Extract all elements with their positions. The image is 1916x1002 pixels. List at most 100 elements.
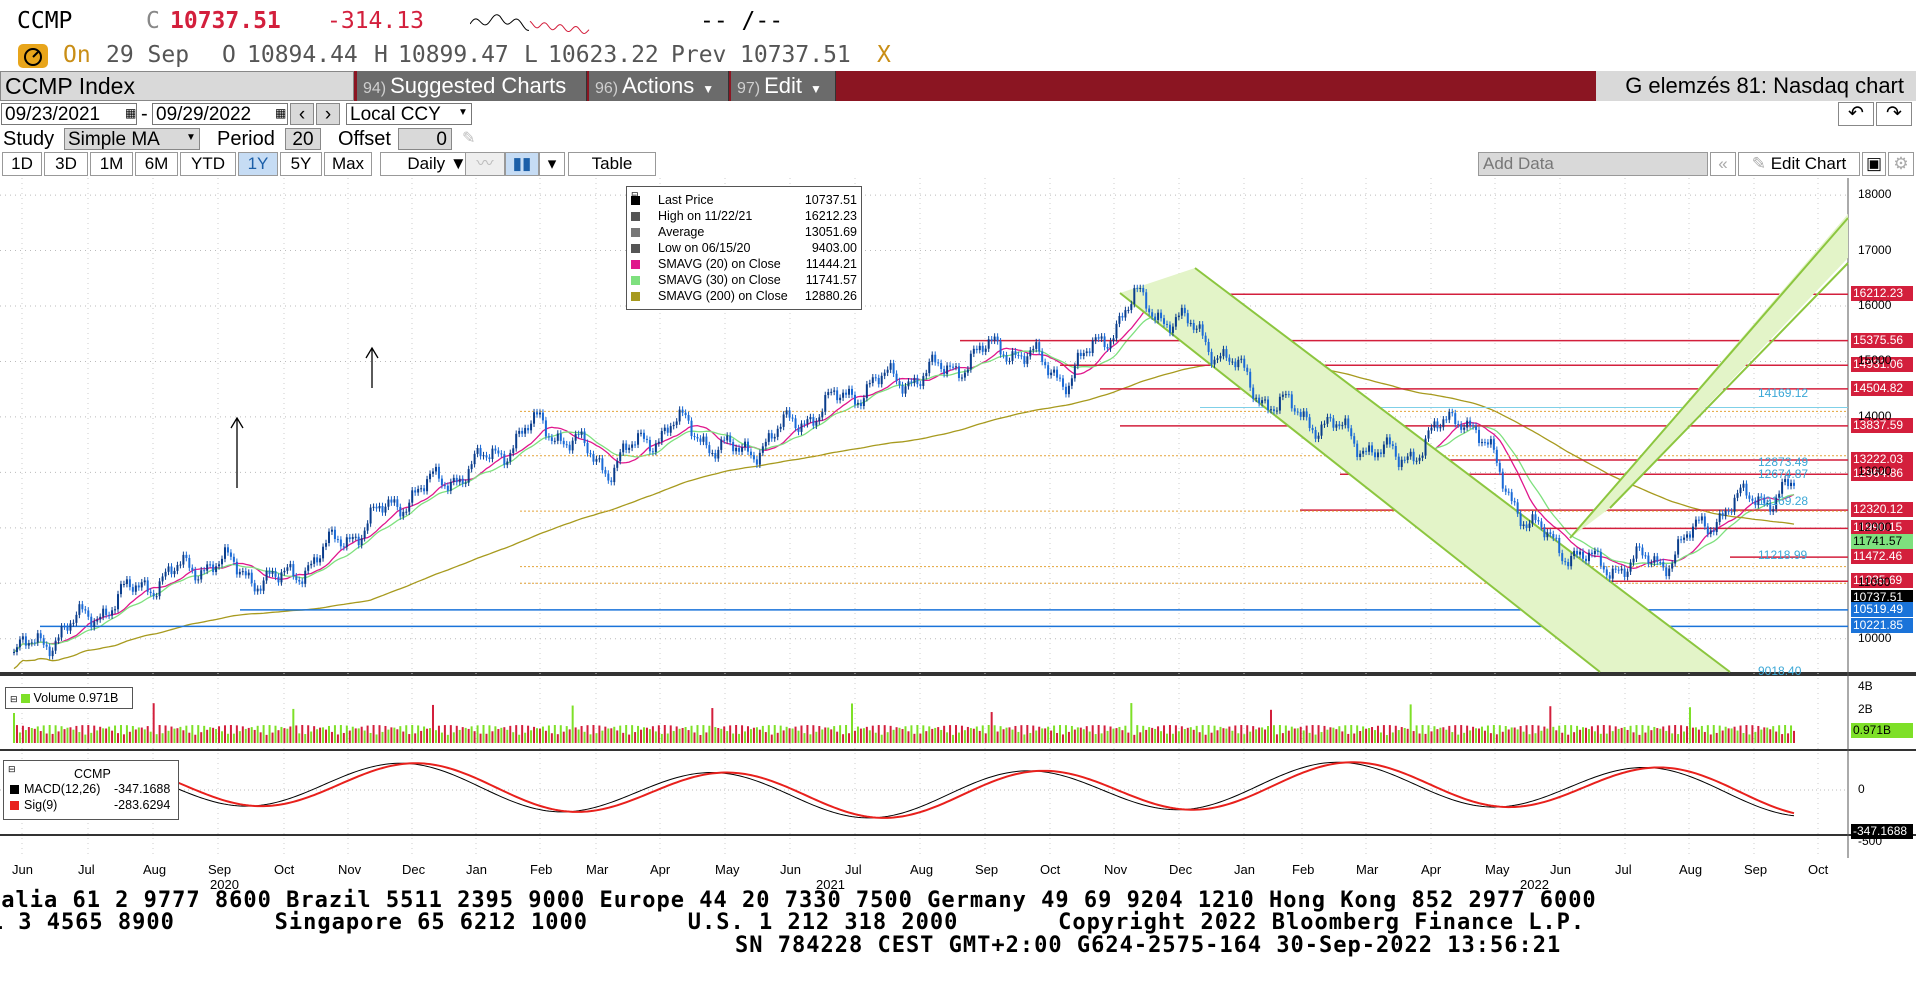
- candle: [1246, 367, 1249, 372]
- volume-bar: [1112, 728, 1115, 743]
- next-period-button[interactable]: ›: [316, 103, 340, 125]
- undo-icon[interactable]: ↶: [1838, 102, 1874, 126]
- channel-line: [1194, 267, 1731, 673]
- low-label: L: [524, 42, 538, 68]
- candle: [1047, 365, 1050, 376]
- candle: [226, 547, 229, 553]
- candle: [910, 381, 913, 384]
- candle: [761, 446, 764, 453]
- candle: [527, 428, 530, 431]
- actions-menu[interactable]: 96) Actions ▼: [589, 71, 729, 101]
- legend-value: 10737.51: [804, 193, 857, 207]
- candle: [538, 412, 541, 415]
- timeframe-1m[interactable]: 1M: [90, 152, 133, 176]
- candle: [1498, 462, 1501, 472]
- timeframe-5y[interactable]: 5Y: [280, 152, 322, 176]
- volume-bar: [286, 728, 289, 743]
- candle: [1008, 360, 1011, 362]
- volume-bar: [1641, 725, 1644, 743]
- volume-bar: [72, 729, 75, 743]
- candle: [212, 564, 215, 572]
- start-date-field[interactable]: 09/23/2021: [1, 103, 137, 125]
- volume-bar: [925, 731, 928, 743]
- pencil-icon[interactable]: ✎: [462, 130, 476, 147]
- volume-bar: [176, 728, 179, 743]
- timeframe-3d[interactable]: 3D: [44, 152, 88, 176]
- candle: [247, 572, 250, 576]
- volume-bar: [93, 725, 96, 743]
- offset-field[interactable]: 0: [398, 128, 452, 150]
- candle: [1195, 328, 1198, 330]
- volume-bar: [1109, 726, 1112, 743]
- candle: [1579, 551, 1582, 555]
- candle: [666, 427, 669, 433]
- calendar-icon[interactable]: ▦: [125, 106, 137, 120]
- volume-bar: [622, 732, 625, 743]
- chart-settings-icon[interactable]: ▣: [1862, 152, 1886, 176]
- volume-bar: [1195, 725, 1198, 743]
- volume-bar: [708, 725, 711, 743]
- volume-bar: [1436, 729, 1439, 743]
- add-data-input[interactable]: Add Data: [1478, 152, 1708, 176]
- collapse-icon[interactable]: ⊟: [8, 764, 16, 774]
- volume-bar: [604, 726, 607, 743]
- candle: [1186, 313, 1189, 324]
- collapse-icon[interactable]: ⊟: [10, 694, 18, 704]
- volume-bar: [1213, 725, 1216, 743]
- volume-bar: [681, 728, 684, 743]
- end-date-field[interactable]: 09/29/2022: [152, 103, 288, 125]
- volume-bar: [1415, 725, 1418, 743]
- collapse-icon[interactable]: «: [1710, 152, 1736, 176]
- calendar-icon[interactable]: ▦: [275, 106, 287, 120]
- candle: [595, 459, 598, 462]
- timeframe-max[interactable]: Max: [324, 152, 372, 176]
- candle: [1757, 496, 1760, 506]
- candle: [152, 593, 155, 597]
- edit-chart-button[interactable]: ✎ Edit Chart: [1738, 152, 1860, 176]
- candle: [943, 368, 946, 375]
- security-field[interactable]: CCMP Index: [0, 71, 354, 101]
- timeframe-ytd[interactable]: YTD: [180, 152, 236, 176]
- bar-chart-icon[interactable]: ▮▮: [505, 152, 539, 176]
- volume-bar: [375, 734, 378, 743]
- panel-divider: [0, 749, 1916, 751]
- volume-bar: [788, 728, 791, 743]
- chart-type-dropdown[interactable]: ▾: [539, 152, 565, 176]
- line-chart-icon[interactable]: 〰: [465, 152, 505, 176]
- candle: [773, 436, 776, 439]
- timeframe-6m[interactable]: 6M: [135, 152, 178, 176]
- price-tag: 12320.12: [1851, 502, 1913, 518]
- volume-bar: [990, 712, 993, 743]
- collapse-icon[interactable]: ⊟: [631, 190, 639, 200]
- timeframe-1d[interactable]: 1D: [2, 152, 42, 176]
- suggested-charts-menu[interactable]: 94) Suggested Charts: [357, 71, 587, 101]
- close-quote-button[interactable]: X: [877, 42, 891, 68]
- volume-bar: [901, 729, 904, 743]
- candle: [13, 652, 15, 654]
- legend-value: 9403.00: [811, 241, 857, 255]
- prev-period-button[interactable]: ‹: [290, 103, 314, 125]
- timeframe-1y[interactable]: 1Y: [238, 152, 278, 176]
- volume-bar: [634, 732, 637, 743]
- period-field[interactable]: 20: [285, 128, 321, 150]
- gear-icon[interactable]: ⚙: [1888, 152, 1914, 176]
- volume-bar: [577, 729, 580, 743]
- volume-bar: [277, 730, 280, 743]
- candle: [1528, 523, 1531, 528]
- table-button[interactable]: Table: [568, 152, 656, 176]
- gauge-icon[interactable]: [18, 44, 48, 68]
- candle: [940, 362, 943, 369]
- price-chart[interactable]: [0, 178, 1916, 888]
- redo-icon[interactable]: ↷: [1876, 102, 1912, 126]
- candle: [1311, 427, 1314, 431]
- volume-bar: [399, 726, 402, 743]
- candle: [827, 392, 830, 396]
- candle: [325, 543, 328, 547]
- candle: [1454, 413, 1457, 425]
- edit-menu[interactable]: 97) Edit ▼: [731, 71, 836, 101]
- volume-bar: [1457, 734, 1460, 743]
- candle: [1385, 437, 1388, 445]
- candle: [1736, 493, 1739, 498]
- currency-select[interactable]: Local CCY: [346, 103, 472, 125]
- study-select[interactable]: Simple MA: [64, 128, 200, 150]
